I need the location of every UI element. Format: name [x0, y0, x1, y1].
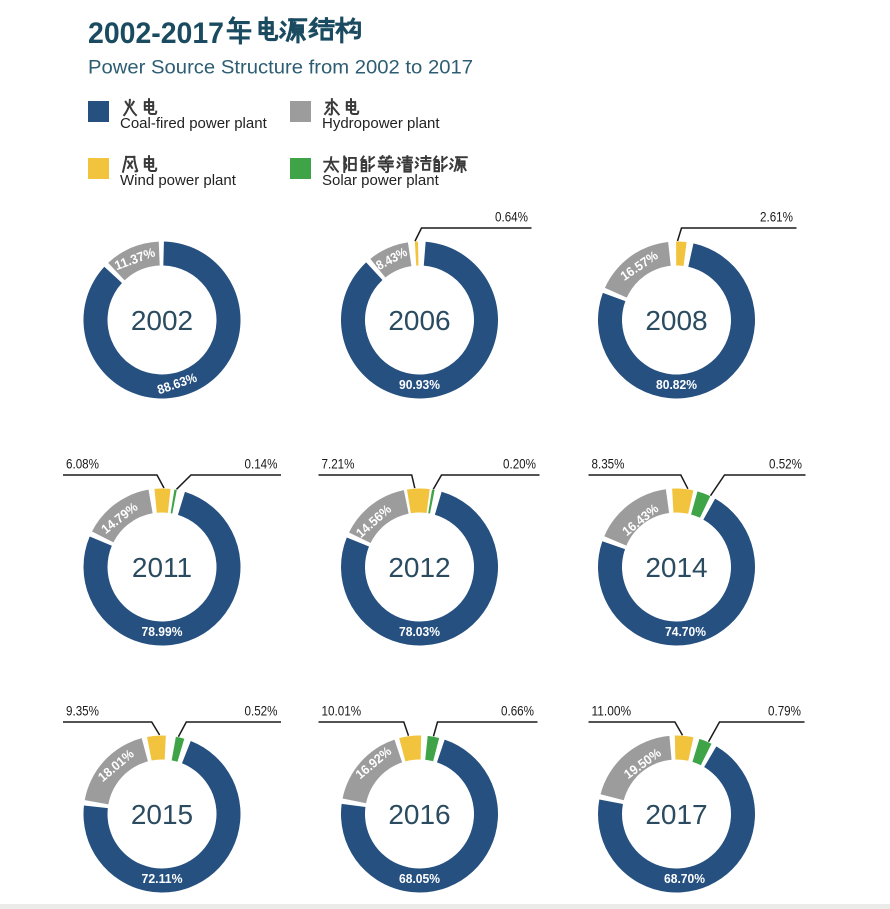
- svg-text:74.70%: 74.70%: [665, 624, 706, 639]
- svg-text:11.00%: 11.00%: [592, 704, 632, 719]
- svg-text:9.35%: 9.35%: [66, 704, 99, 719]
- svg-text:2015: 2015: [131, 799, 193, 830]
- svg-text:0.79%: 0.79%: [768, 704, 801, 719]
- svg-text:2002: 2002: [131, 305, 193, 336]
- svg-text:2.61%: 2.61%: [760, 210, 793, 225]
- svg-text:6.08%: 6.08%: [66, 457, 99, 472]
- svg-text:78.99%: 78.99%: [142, 624, 183, 639]
- svg-text:2014: 2014: [645, 552, 707, 583]
- svg-text:Solar power plant: Solar power plant: [322, 172, 440, 189]
- svg-text:0.52%: 0.52%: [245, 704, 278, 719]
- svg-text:Wind power plant: Wind power plant: [120, 172, 237, 189]
- svg-text:90.93%: 90.93%: [399, 377, 440, 392]
- svg-text:68.05%: 68.05%: [399, 871, 440, 886]
- svg-text:2002-2017: 2002-2017: [88, 17, 224, 50]
- svg-text:0.14%: 0.14%: [245, 457, 278, 472]
- svg-text:2012: 2012: [388, 552, 450, 583]
- svg-text:0.52%: 0.52%: [769, 457, 802, 472]
- svg-text:72.11%: 72.11%: [142, 871, 183, 886]
- svg-text:Power Source Structure from 20: Power Source Structure from 2002 to 2017: [88, 57, 473, 79]
- svg-text:80.82%: 80.82%: [656, 377, 697, 392]
- svg-text:2016: 2016: [388, 799, 450, 830]
- svg-text:78.03%: 78.03%: [399, 624, 440, 639]
- svg-text:2008: 2008: [645, 305, 707, 336]
- svg-text:8.35%: 8.35%: [592, 457, 625, 472]
- svg-text:2011: 2011: [132, 552, 192, 583]
- svg-text:10.01%: 10.01%: [322, 704, 362, 719]
- svg-text:0.64%: 0.64%: [495, 210, 528, 225]
- svg-text:7.21%: 7.21%: [322, 457, 355, 472]
- svg-text:0.66%: 0.66%: [501, 704, 534, 719]
- svg-text:68.70%: 68.70%: [664, 871, 705, 886]
- svg-text:Hydropower plant: Hydropower plant: [322, 115, 440, 132]
- svg-text:0.20%: 0.20%: [503, 457, 536, 472]
- svg-text:Coal-fired power plant: Coal-fired power plant: [120, 115, 268, 132]
- svg-text:2017: 2017: [645, 799, 707, 830]
- svg-text:2006: 2006: [388, 305, 450, 336]
